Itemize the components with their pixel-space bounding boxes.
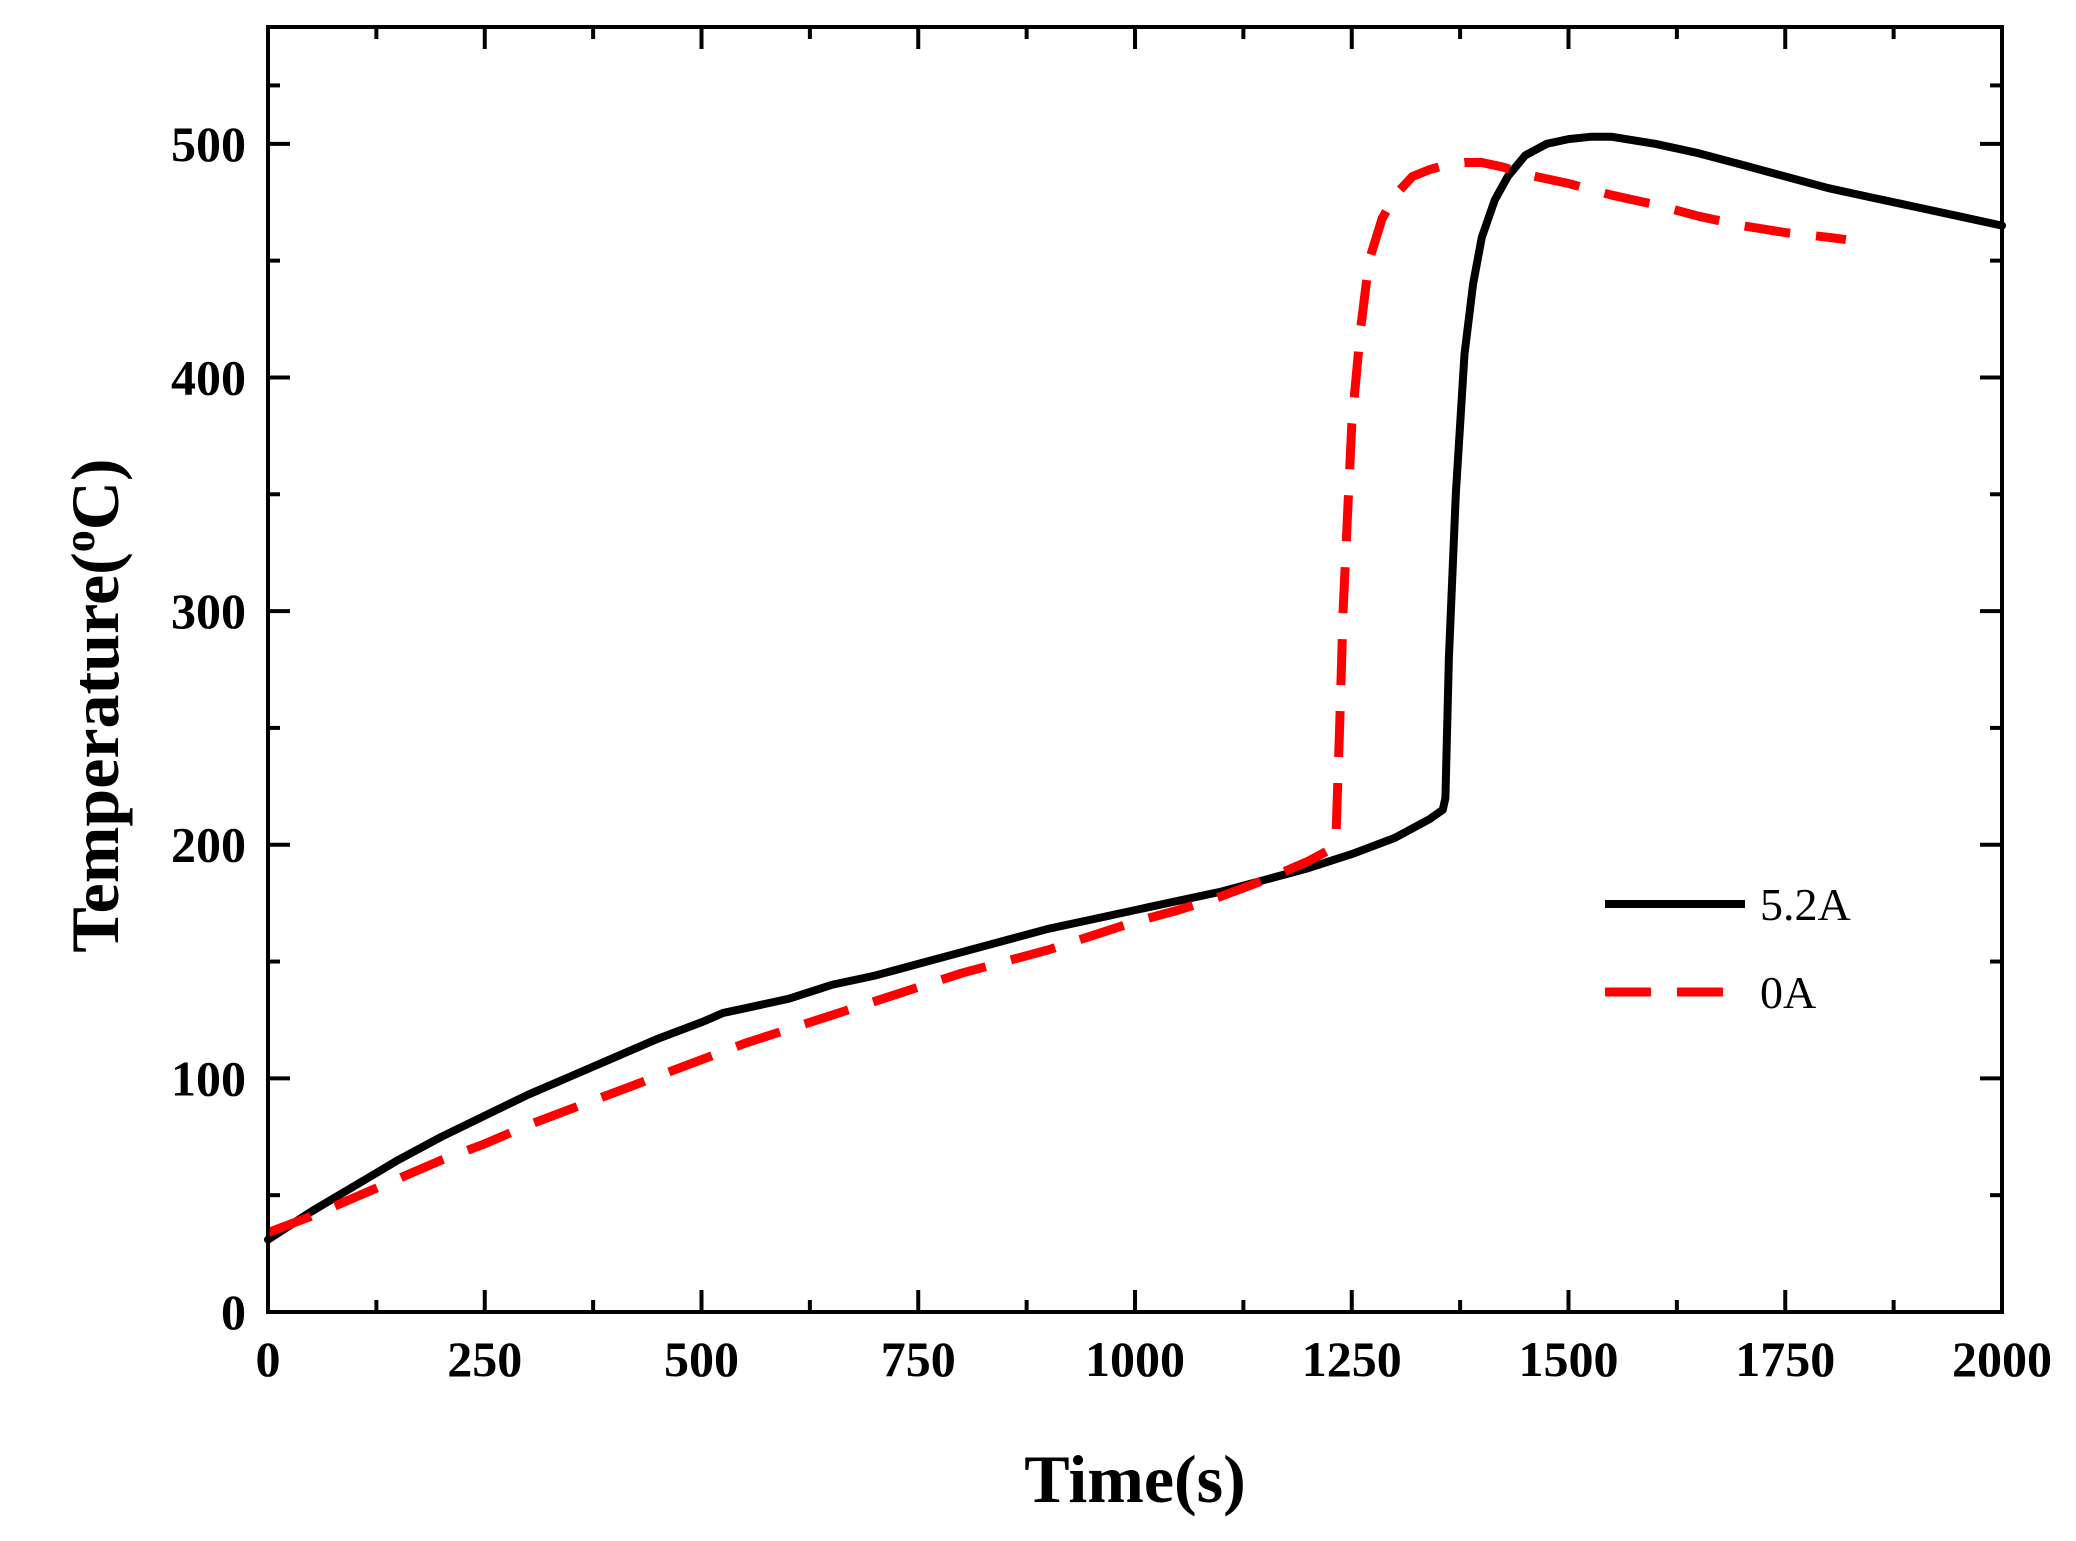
x-tick-label: 250 bbox=[447, 1331, 522, 1387]
series-layer bbox=[264, 132, 2006, 1244]
legend: 5.2A 0A bbox=[1605, 879, 1851, 1018]
x-tick-label: 500 bbox=[664, 1331, 739, 1387]
x-tick-label: 0 bbox=[256, 1331, 281, 1387]
x-tick-label: 1500 bbox=[1519, 1331, 1619, 1387]
x-tick-label: 750 bbox=[881, 1331, 956, 1387]
y-axis-title-main: Temperature( bbox=[57, 552, 133, 952]
x-tick-label: 2000 bbox=[1952, 1331, 2052, 1387]
tick-labels-layer: 0 250 500 750 1000 1250 1500 1750 2000 0 100 200 300… bbox=[171, 116, 2052, 1387]
y-tick-label: 200 bbox=[171, 817, 246, 873]
x-tick-label: 1750 bbox=[1735, 1331, 1835, 1387]
y-tick-label: 100 bbox=[171, 1050, 246, 1106]
y-tick-label: 0 bbox=[221, 1284, 246, 1340]
y-tick-label: 500 bbox=[171, 116, 246, 172]
x-tick-label: 1000 bbox=[1085, 1331, 1185, 1387]
y-axis-title-superscript: o bbox=[55, 530, 104, 552]
ticks-layer bbox=[266, 27, 2004, 1314]
legend-label-1: 0A bbox=[1760, 967, 1816, 1018]
y-tick-label: 400 bbox=[171, 349, 246, 405]
y-tick-label: 300 bbox=[171, 583, 246, 639]
y-axis-title: Temperature(oC) bbox=[55, 458, 134, 952]
x-tick-label: 1250 bbox=[1302, 1331, 1402, 1387]
series-line-1 bbox=[266, 158, 1847, 1237]
legend-label-0: 5.2A bbox=[1760, 879, 1851, 930]
y-axis-title-end: C) bbox=[57, 458, 133, 530]
x-axis-title: Time(s) bbox=[1024, 1441, 1246, 1517]
series-line-0 bbox=[264, 132, 2006, 1244]
